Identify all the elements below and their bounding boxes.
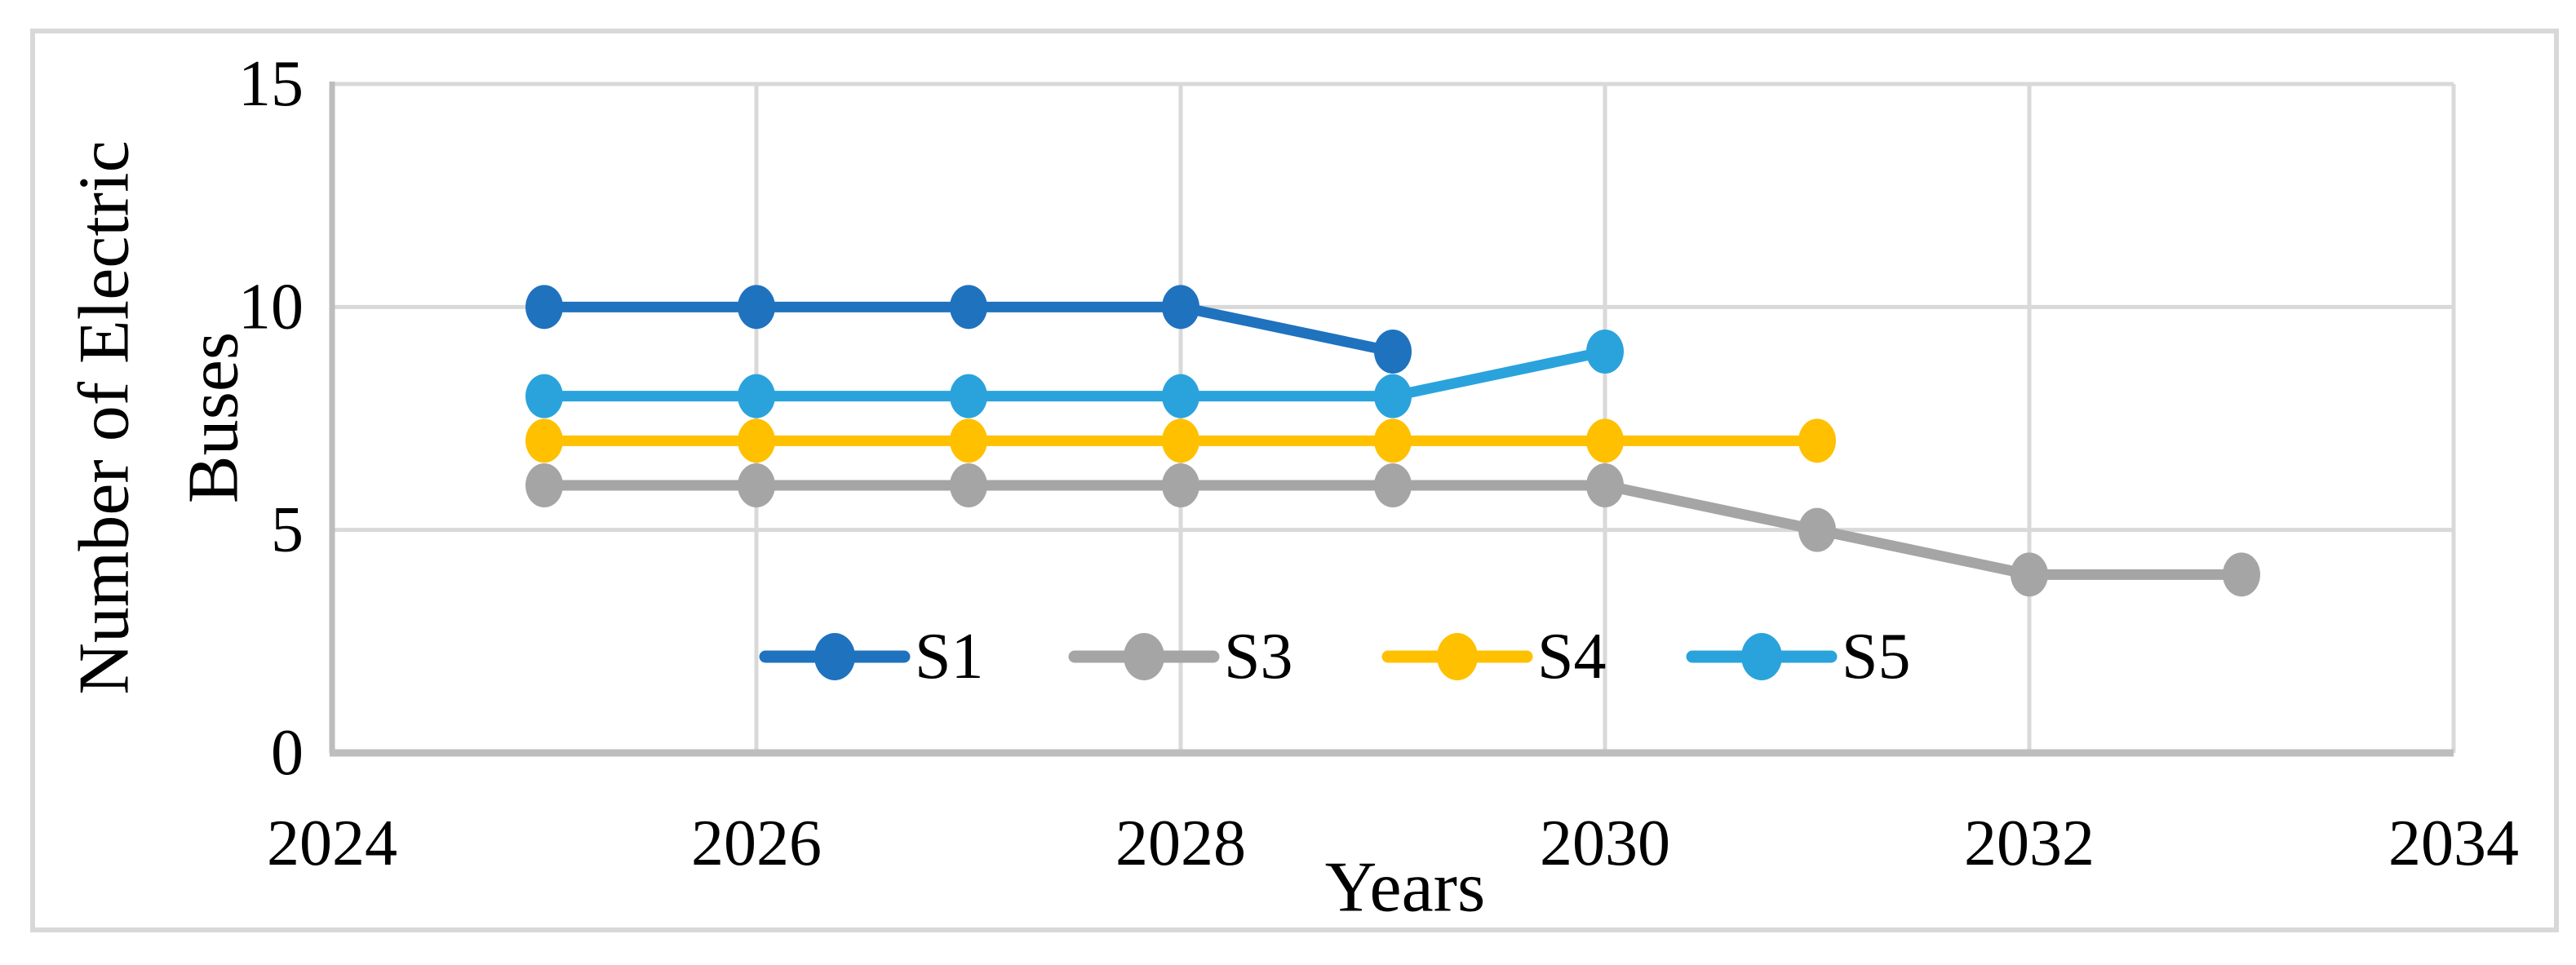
y-tick-label-15: 15 xyxy=(238,48,304,120)
x-tick-label-2024: 2024 xyxy=(267,808,397,879)
data-point-S4-2025 xyxy=(525,418,563,463)
data-point-S4-2027 xyxy=(950,418,987,463)
data-point-S5-2025 xyxy=(525,374,563,418)
data-point-S4-2030 xyxy=(1586,418,1624,463)
data-point-S1-2028 xyxy=(1162,285,1199,330)
series-line-S5 xyxy=(539,346,1611,402)
data-point-S3-2028 xyxy=(1162,463,1199,507)
legend-swatch-marker-S3 xyxy=(1124,633,1164,680)
y-axis-title-line-2: Buses xyxy=(175,332,254,503)
y-axis-title-line-1: Number of Electric xyxy=(65,140,144,694)
legend-swatch-marker-S5 xyxy=(1741,633,1782,680)
data-point-S3-2025 xyxy=(525,463,563,507)
x-tick-label-2030: 2030 xyxy=(1540,808,1670,879)
data-point-S3-2032 xyxy=(2011,552,2048,597)
legend-label-S5: S5 xyxy=(1842,621,1911,693)
data-point-S5-2027 xyxy=(950,374,987,418)
data-point-S5-2028 xyxy=(1162,374,1199,418)
data-point-S5-2030 xyxy=(1586,330,1624,374)
data-point-S5-2026 xyxy=(738,374,775,418)
legend-swatch-marker-S4 xyxy=(1437,633,1478,680)
legend-label-S4: S4 xyxy=(1537,621,1607,693)
legend-label-S3: S3 xyxy=(1224,621,1293,693)
x-tick-label-2032: 2032 xyxy=(1964,808,2095,879)
data-point-S1-2025 xyxy=(525,285,563,330)
data-point-S3-2031 xyxy=(1798,507,1836,552)
y-tick-label-5: 5 xyxy=(271,494,304,566)
legend-swatch-marker-S1 xyxy=(814,633,855,680)
data-point-S3-2029 xyxy=(1374,463,1412,507)
data-point-S3-2027 xyxy=(950,463,987,507)
data-point-S4-2029 xyxy=(1374,418,1412,463)
data-point-S4-2026 xyxy=(738,418,775,463)
y-tick-label-10: 10 xyxy=(238,271,304,343)
x-tick-label-2028: 2028 xyxy=(1115,808,1246,879)
data-point-S1-2029 xyxy=(1374,330,1412,374)
data-point-S3-2033 xyxy=(2223,552,2260,597)
x-axis-title: Years xyxy=(1325,848,1485,927)
y-tick-label-0: 0 xyxy=(271,717,304,789)
figure-border xyxy=(30,29,2559,932)
data-point-S5-2029 xyxy=(1374,374,1412,418)
data-point-S1-2026 xyxy=(738,285,775,330)
data-point-S3-2026 xyxy=(738,463,775,507)
data-point-S4-2028 xyxy=(1162,418,1199,463)
data-point-S4-2031 xyxy=(1798,418,1836,463)
data-point-S3-2030 xyxy=(1586,463,1624,507)
data-point-S1-2027 xyxy=(950,285,987,330)
x-tick-label-2026: 2026 xyxy=(691,808,822,879)
legend-label-S1: S1 xyxy=(915,621,984,693)
x-tick-label-2034: 2034 xyxy=(2388,808,2519,879)
